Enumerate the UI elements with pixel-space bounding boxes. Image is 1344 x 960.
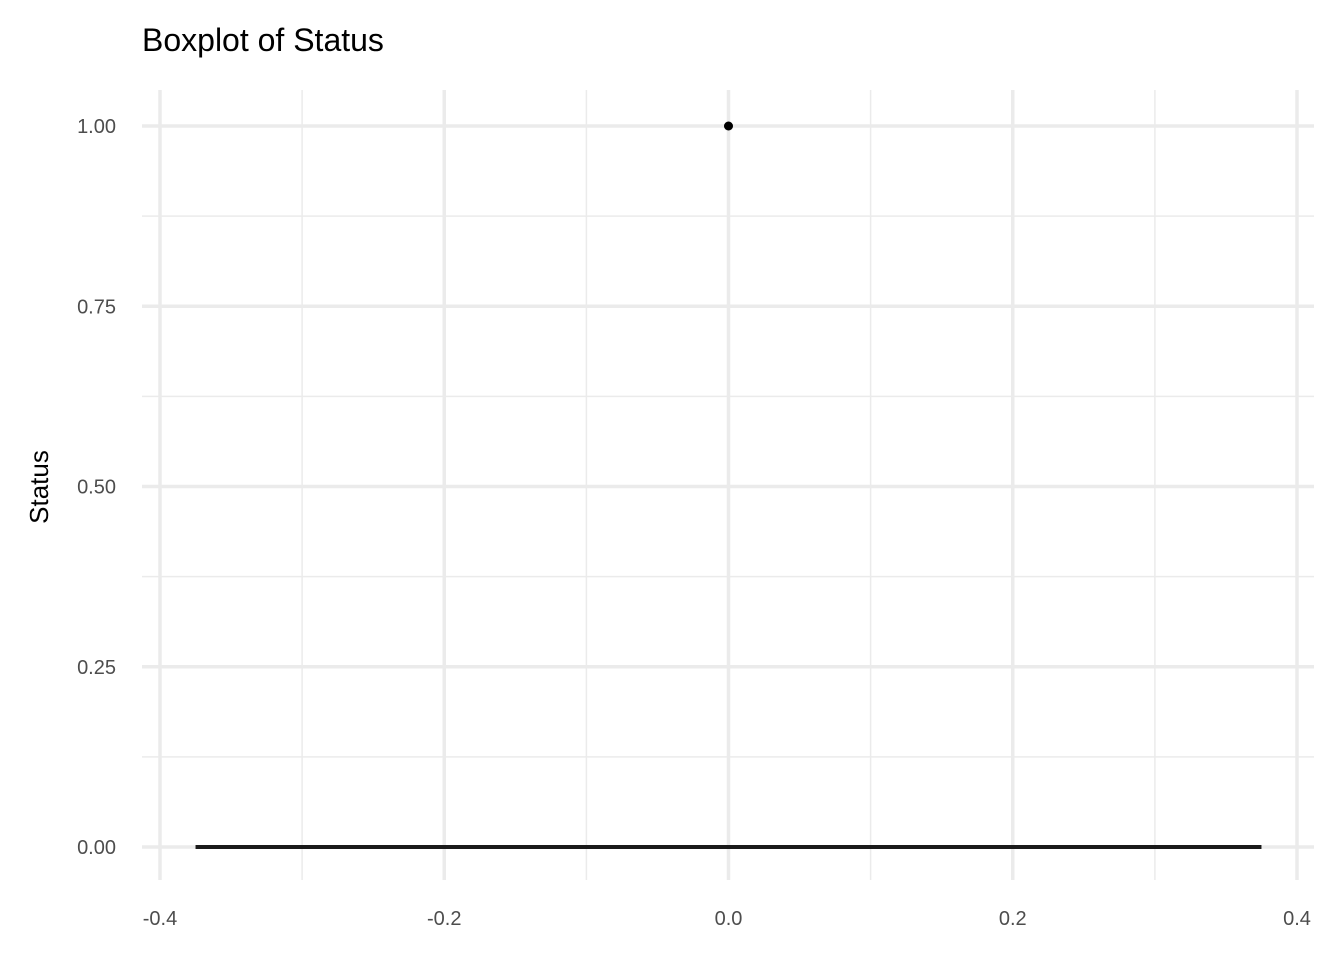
y-axis-tick-labels: 0.00 0.25 0.50 0.75 1.00 xyxy=(77,116,116,859)
x-axis-tick-labels: -0.4 -0.2 0.0 0.2 0.4 xyxy=(143,908,1311,930)
x-tick-label: 0.0 xyxy=(715,908,743,930)
y-tick-label: 1.00 xyxy=(77,116,116,138)
chart-title: Boxplot of Status xyxy=(142,22,384,58)
x-tick-label: -0.2 xyxy=(427,908,461,930)
y-tick-label: 0.25 xyxy=(77,657,116,679)
x-tick-label: 0.2 xyxy=(999,908,1027,930)
x-tick-label: 0.4 xyxy=(1283,908,1311,930)
box-marks xyxy=(195,121,1262,849)
grid-major xyxy=(142,90,1314,880)
y-tick-label: 0.00 xyxy=(77,837,116,859)
y-axis-title: Status xyxy=(24,450,54,524)
outlier-point xyxy=(724,121,733,131)
y-tick-label: 0.75 xyxy=(77,296,116,318)
x-tick-label: -0.4 xyxy=(143,908,177,930)
y-tick-label: 0.50 xyxy=(77,477,116,499)
